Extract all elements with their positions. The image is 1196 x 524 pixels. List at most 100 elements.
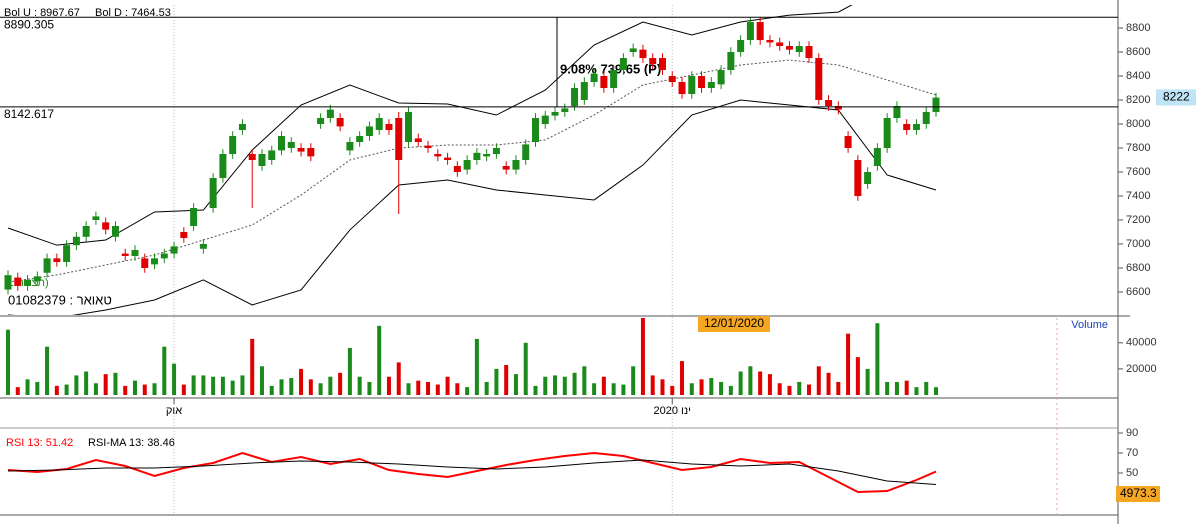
volume-bar <box>474 338 479 395</box>
candle-body <box>825 100 833 107</box>
x-tick-label: אוק <box>166 405 182 417</box>
volume-bar <box>855 357 860 395</box>
candle-body <box>864 171 872 184</box>
volume-bar <box>601 376 606 395</box>
y-tick-label: 8400 <box>1126 70 1150 82</box>
candle-body <box>854 160 862 196</box>
volume-bar <box>513 374 518 395</box>
candle-body <box>326 109 334 119</box>
volume-bar <box>435 384 440 395</box>
candle-body <box>805 46 813 59</box>
volume-bar <box>328 376 333 395</box>
volume-bar <box>45 346 50 395</box>
last-price-box <box>1156 89 1196 106</box>
volume-bar <box>553 375 558 395</box>
annotation: 9.08% 739.65 (P) <box>560 61 661 76</box>
volume-bar <box>728 385 733 395</box>
volume-bar <box>377 325 382 395</box>
candle-body <box>571 88 579 107</box>
candle-body <box>737 40 745 53</box>
volume-bar <box>836 381 841 395</box>
volume-bar <box>816 366 821 395</box>
volume-bar <box>592 383 597 395</box>
candle-body <box>160 253 168 259</box>
y-tick-label: 8800 <box>1126 22 1150 34</box>
candle-body <box>4 275 12 290</box>
candle-body <box>92 216 100 220</box>
volume-bar <box>132 380 137 395</box>
y-tick-label: 90 <box>1126 427 1138 439</box>
candle-body <box>522 144 530 160</box>
candle-body <box>756 22 764 41</box>
volume-bar <box>250 338 255 395</box>
volume-bar <box>758 371 763 395</box>
candle-body <box>278 136 286 151</box>
volume-bar <box>709 378 714 395</box>
candle-body <box>33 276 41 282</box>
candle-body <box>297 148 305 152</box>
volume-bar <box>357 376 362 395</box>
volume-bar <box>826 372 831 395</box>
volume-bar <box>162 346 167 395</box>
candle-body <box>199 243 207 249</box>
candle-body <box>375 118 383 131</box>
volume-bar <box>74 375 79 395</box>
candle-body <box>619 58 627 71</box>
candle-body <box>893 106 901 119</box>
candle-body <box>590 73 598 83</box>
candle-body <box>746 22 754 41</box>
candle-body <box>453 165 461 172</box>
price-line-label: 8142.617 <box>4 107 54 121</box>
volume-title: Volume <box>1071 319 1108 331</box>
volume-bar <box>308 379 313 395</box>
volume-bar <box>875 323 880 395</box>
candle-body <box>678 82 686 95</box>
volume-bar <box>904 380 909 395</box>
y-tick-label: 70 <box>1126 447 1138 459</box>
legend-bol-d: Bol D : 7464.53 <box>95 7 171 19</box>
candle-body <box>912 124 920 131</box>
y-tick-label: 8600 <box>1126 46 1150 58</box>
volume-bar <box>640 318 645 395</box>
volume-bar <box>562 376 567 395</box>
volume-bar <box>670 385 675 395</box>
symbol: 01082379 : טאואר <box>8 292 112 307</box>
candle-body <box>14 277 22 286</box>
volume-bar <box>748 366 753 395</box>
candle-body <box>82 225 90 237</box>
candle-body <box>795 46 803 53</box>
y-tick-label: 7800 <box>1126 142 1150 154</box>
volume-bar <box>6 329 10 395</box>
volume-bar <box>15 387 20 395</box>
candle-body <box>190 207 198 226</box>
volume-bar <box>269 385 274 395</box>
volume-bar <box>347 348 352 395</box>
legend-entry: RSI-MA 13: 38.46 <box>88 437 175 449</box>
candle-body <box>707 82 715 89</box>
y-tick-label: 7200 <box>1126 214 1150 226</box>
candle-body <box>102 222 110 230</box>
candle-body <box>121 253 129 256</box>
last-price-label: 8222 <box>1163 90 1190 104</box>
volume-bar <box>220 376 225 395</box>
volume-bar <box>865 368 870 395</box>
volume-bar <box>152 383 157 395</box>
candle-body <box>932 97 940 113</box>
volume-bar <box>660 379 665 395</box>
candle-body <box>483 154 491 157</box>
price-line-label: 8890.305 <box>4 17 54 31</box>
y-tick-label: 8000 <box>1126 118 1150 130</box>
candle-body <box>424 145 432 149</box>
candle-body <box>903 124 911 131</box>
volume-bar <box>484 381 489 395</box>
volume-bar <box>289 378 294 395</box>
volume-bar <box>533 385 538 395</box>
candle-body <box>629 48 637 53</box>
volume-bar <box>680 361 685 395</box>
candle-body <box>815 58 823 101</box>
volume-bar <box>777 383 782 395</box>
volume-bar <box>84 371 89 395</box>
box <box>1116 486 1160 502</box>
candle-body <box>43 258 51 273</box>
